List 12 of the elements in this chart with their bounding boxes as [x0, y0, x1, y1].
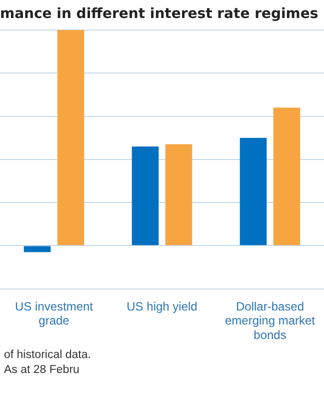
bar	[24, 246, 51, 252]
bar	[165, 144, 192, 246]
x-tick-label: Dollar-based emerging market bonds	[224, 299, 316, 342]
bar	[132, 146, 159, 246]
x-tick-label: US high yield	[126, 299, 198, 314]
chart-title: mance in different interest rate regimes	[0, 6, 320, 22]
x-tick-label: US investment grade	[14, 299, 94, 328]
bar	[57, 30, 84, 246]
bar	[240, 138, 267, 246]
text: As at 28 Febru	[4, 363, 80, 378]
bar	[273, 108, 300, 246]
text: of historical data.	[4, 348, 91, 363]
